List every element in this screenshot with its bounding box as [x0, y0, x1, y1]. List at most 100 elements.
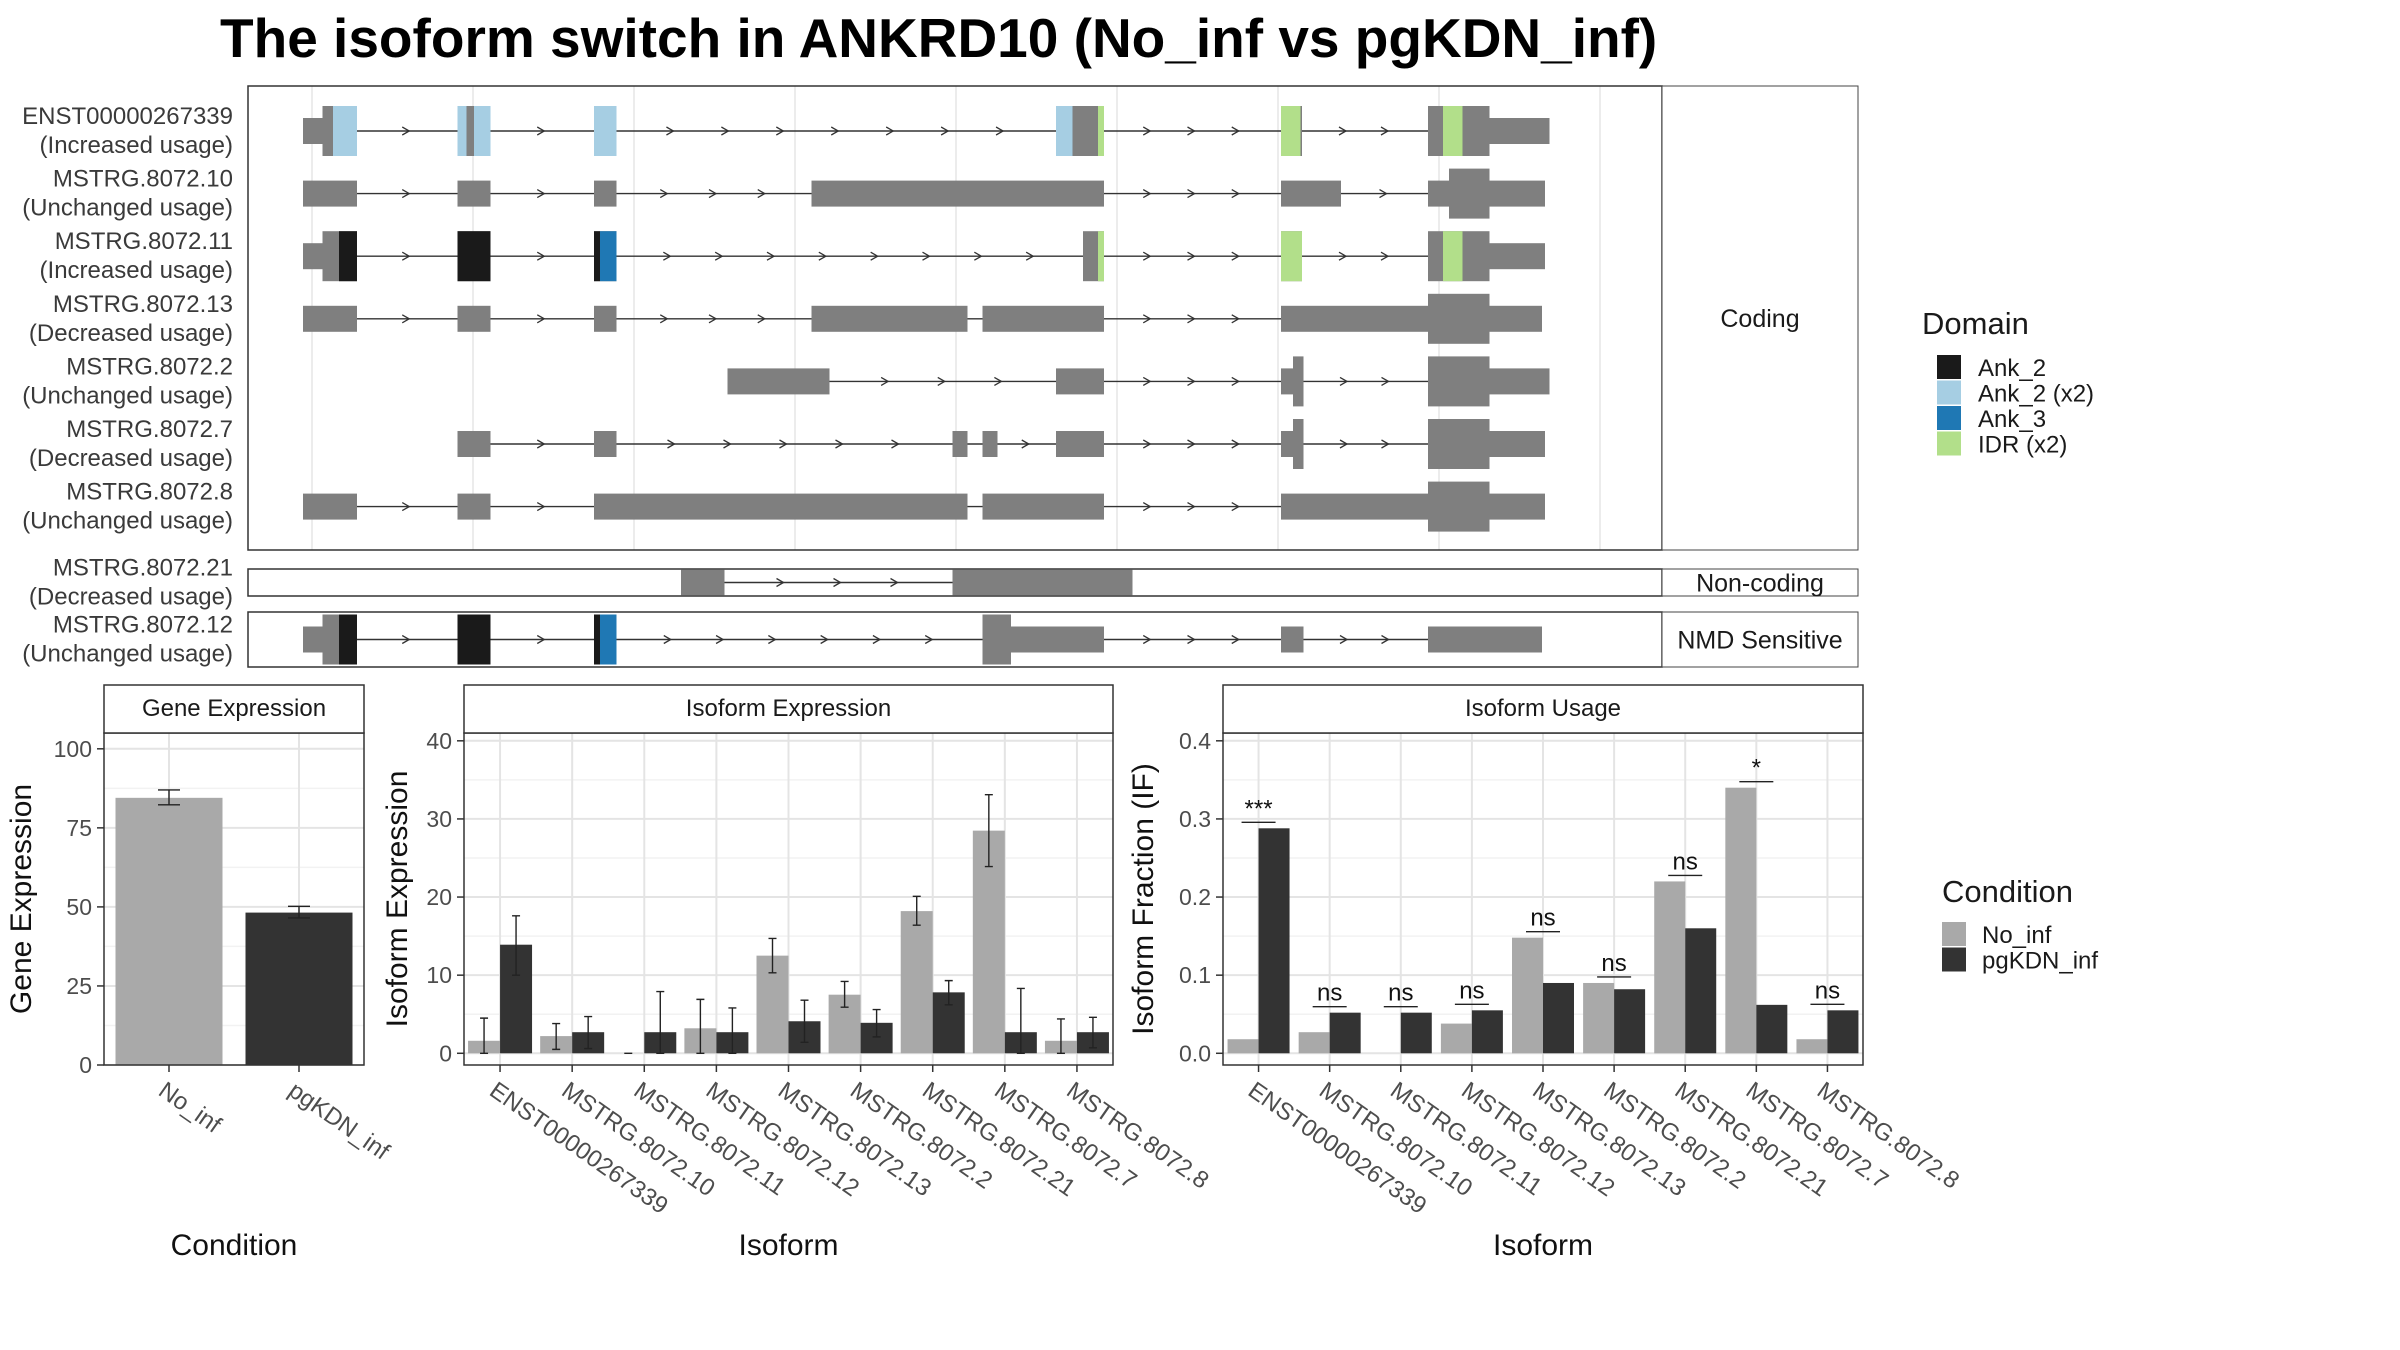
- domain-segment: [1443, 106, 1463, 156]
- intron-arrow: [757, 189, 767, 199]
- utr-exon: [303, 305, 357, 332]
- utr-exon: [1056, 368, 1104, 395]
- domain-segment: [594, 614, 600, 665]
- coding-exon: [1428, 481, 1490, 532]
- isoform-status: (Increased usage): [40, 132, 233, 159]
- utr-exon: [1281, 368, 1293, 395]
- structure-strip-label: Non-coding: [1696, 570, 1824, 598]
- isoform-row: MSTRG.8072.7(Decreased usage): [29, 416, 1545, 472]
- bar: [1796, 1039, 1828, 1054]
- panel-strip: [463, 684, 1114, 734]
- isoform-row: MSTRG.8072.11(Increased usage): [40, 228, 1545, 284]
- domain-segment: [457, 614, 491, 665]
- intron-arrow: [1187, 251, 1196, 261]
- utr-exon: [594, 180, 617, 207]
- y-tick-label: 0: [79, 1052, 92, 1078]
- intron-arrow: [536, 189, 546, 199]
- isoform-status: (Increased usage): [40, 257, 233, 284]
- significance-label: ns: [1459, 977, 1484, 1004]
- intron-arrow: [924, 634, 934, 645]
- intron-arrow: [715, 634, 725, 645]
- utr-exon: [594, 493, 968, 520]
- condition-legend-label: No_inf: [1982, 922, 2052, 949]
- y-tick-label: 0.4: [1179, 728, 1211, 754]
- utr-exon: [982, 431, 998, 457]
- isoform-row: MSTRG.8072.10(Unchanged usage): [22, 166, 1545, 222]
- error-bar: [800, 999, 809, 1044]
- domain-segment: [1443, 231, 1463, 282]
- bar: [1400, 1012, 1432, 1054]
- intron-arrow: [1187, 634, 1196, 645]
- structure-group-0: Coding: [247, 85, 1859, 551]
- intron-arrow: [1231, 314, 1241, 324]
- utr-exon: [457, 180, 491, 207]
- intron-arrow: [830, 126, 840, 136]
- error-bar: [872, 1008, 881, 1038]
- intron-arrow: [1381, 634, 1390, 645]
- coding-exon: [1449, 168, 1490, 219]
- utr-exon: [727, 368, 830, 395]
- intron-arrow: [1025, 251, 1035, 261]
- intron-arrow: [1187, 376, 1196, 386]
- significance-label: ***: [1245, 795, 1273, 822]
- bar: [1471, 1010, 1503, 1054]
- intron-arrow: [1231, 502, 1241, 512]
- intron-arrow: [659, 189, 669, 199]
- intron-arrow: [885, 126, 895, 136]
- intron-arrow: [536, 314, 546, 324]
- domain-segment: [457, 106, 467, 156]
- intron-arrow: [922, 251, 931, 261]
- structure-group-2: NMD Sensitive: [247, 611, 1859, 668]
- intron-arrow: [1142, 126, 1152, 136]
- error-bar: [512, 915, 521, 976]
- intron-arrow: [708, 189, 718, 199]
- intron-arrow: [937, 376, 947, 386]
- bar: [1329, 1012, 1361, 1054]
- intron-arrow: [1142, 439, 1152, 449]
- intron-arrow: [666, 126, 675, 136]
- intron-arrow: [667, 439, 676, 449]
- condition-legend-title: Condition: [1942, 874, 2073, 909]
- domain-segment: [1098, 231, 1104, 282]
- intron-arrow: [401, 126, 411, 136]
- domain-legend-swatch: [1937, 380, 1961, 405]
- structure-group-1: Non-coding: [247, 568, 1859, 598]
- intron-arrow: [536, 251, 546, 261]
- intron-arrow: [818, 251, 828, 261]
- isoform-status: (Decreased usage): [29, 584, 233, 611]
- utr-exon: [303, 180, 357, 207]
- intron-arrow: [890, 577, 899, 588]
- intron-arrow: [723, 439, 732, 449]
- domain-segment: [339, 231, 357, 282]
- intron-arrow: [779, 439, 788, 449]
- utr-exon: [303, 493, 357, 520]
- error-bar: [480, 1017, 489, 1054]
- figure-title: The isoform switch in ANKRD10 (No_inf vs…: [220, 7, 1657, 69]
- intron-arrow: [659, 314, 669, 324]
- y-tick-label: 100: [54, 736, 92, 762]
- intron-arrow: [994, 376, 1003, 386]
- y-tick-label: 20: [426, 884, 452, 910]
- isoform-row: MSTRG.8072.2(Unchanged usage): [22, 353, 1550, 409]
- intron-arrow: [1338, 251, 1348, 261]
- coding-exon: [1428, 356, 1490, 407]
- utr-exon: [681, 569, 725, 596]
- domain-legend-label: Ank_2: [1978, 355, 2046, 382]
- intron-arrow: [835, 439, 844, 449]
- isoform-name: ENST00000267339: [22, 103, 233, 130]
- domain-legend-label: IDR (x2): [1978, 432, 2067, 459]
- y-tick-label: 75: [66, 815, 92, 841]
- panel-title: Isoform Usage: [1465, 695, 1621, 722]
- intron-arrow: [1380, 126, 1390, 136]
- bar: [245, 912, 353, 1065]
- utr-exon: [303, 243, 323, 270]
- intron-arrow: [1142, 634, 1152, 645]
- significance-label: ns: [1601, 950, 1626, 977]
- domain-segment: [1281, 106, 1301, 156]
- domain-legend-swatch: [1937, 431, 1961, 456]
- utr-exon: [952, 569, 1133, 596]
- intron-arrow: [974, 251, 983, 261]
- bar: [1583, 982, 1615, 1054]
- domain-legend-title: Domain: [1922, 306, 2029, 341]
